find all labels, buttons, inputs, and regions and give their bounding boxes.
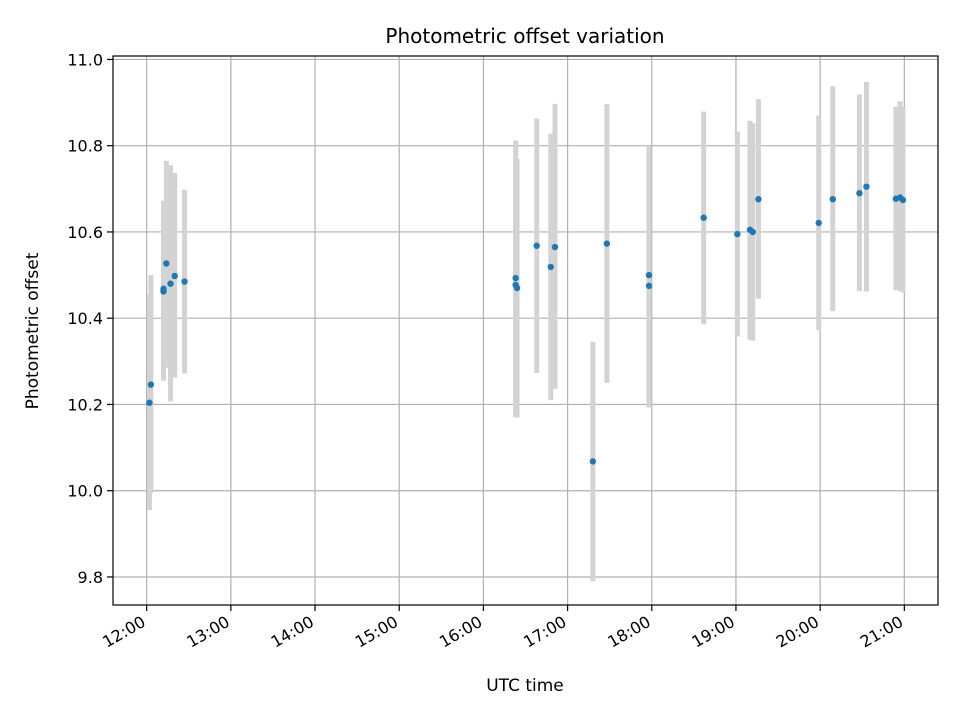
data-point xyxy=(181,278,187,284)
data-point xyxy=(167,281,173,287)
y-tick-label: 10.4 xyxy=(67,309,103,328)
data-point xyxy=(548,264,554,270)
data-point xyxy=(750,229,756,235)
data-point xyxy=(816,220,822,226)
data-point xyxy=(146,400,152,406)
data-point xyxy=(755,196,761,202)
data-point xyxy=(734,231,740,237)
data-point xyxy=(160,286,166,292)
data-point xyxy=(863,183,869,189)
data-point xyxy=(512,275,518,281)
data-point xyxy=(856,190,862,196)
data-point xyxy=(590,458,596,464)
y-tick-label: 10.6 xyxy=(67,223,103,242)
y-tick-label: 10.2 xyxy=(67,395,103,414)
y-tick-label: 9.8 xyxy=(78,568,103,587)
data-point xyxy=(646,272,652,278)
data-point xyxy=(646,283,652,289)
data-point xyxy=(900,197,906,203)
data-point xyxy=(514,285,520,291)
data-point xyxy=(552,244,558,250)
y-tick-label: 11.0 xyxy=(67,50,103,69)
data-point xyxy=(700,215,706,221)
data-point xyxy=(604,240,610,246)
y-tick-label: 10.0 xyxy=(67,482,103,501)
data-point xyxy=(163,260,169,266)
y-tick-label: 10.8 xyxy=(67,137,103,156)
data-point xyxy=(534,243,540,249)
data-point xyxy=(172,273,178,279)
data-point xyxy=(148,381,154,387)
data-point xyxy=(830,196,836,202)
chart-title: Photometric offset variation xyxy=(385,24,664,48)
y-axis-label: Photometric offset xyxy=(23,252,43,409)
x-axis-label: UTC time xyxy=(486,676,564,696)
